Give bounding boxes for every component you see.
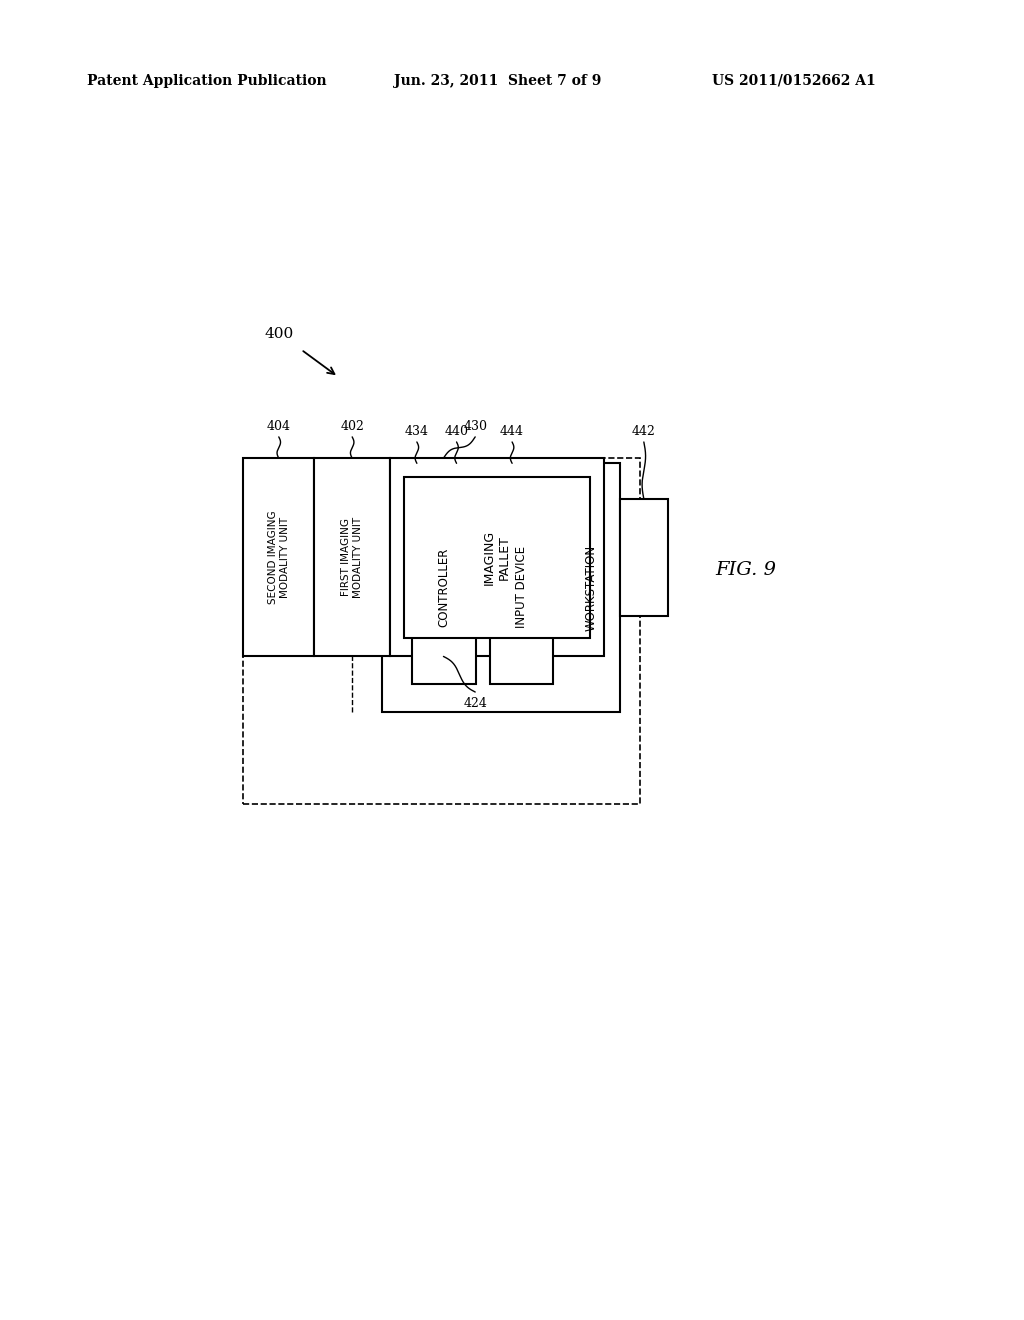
Text: Jun. 23, 2011  Sheet 7 of 9: Jun. 23, 2011 Sheet 7 of 9 [394,74,602,88]
Text: CONTROLLER: CONTROLLER [437,548,451,627]
Text: US 2011/0152662 A1: US 2011/0152662 A1 [712,74,876,88]
Bar [382,463,620,713]
Text: 444: 444 [500,425,524,438]
Bar [620,499,668,615]
Bar [404,477,590,638]
Text: 424: 424 [463,697,487,710]
Bar [489,491,553,684]
Text: IMAGING
PALLET: IMAGING PALLET [483,529,511,585]
Text: 400: 400 [264,327,294,342]
Text: Patent Application Publication: Patent Application Publication [87,74,327,88]
Bar [412,491,475,684]
Text: WORKSTATION: WORKSTATION [585,545,598,631]
Text: 440: 440 [444,425,469,438]
Bar [243,458,640,804]
Text: 442: 442 [632,425,655,438]
Text: FIRST IMAGING
MODALITY UNIT: FIRST IMAGING MODALITY UNIT [341,516,362,598]
Text: SECOND IMAGING
MODALITY UNIT: SECOND IMAGING MODALITY UNIT [268,511,290,605]
Text: 404: 404 [267,420,291,433]
Bar [314,458,390,656]
Text: FIG. 9: FIG. 9 [715,561,776,579]
Bar [390,458,604,656]
Text: 402: 402 [340,420,365,433]
Text: INPUT DEVICE: INPUT DEVICE [515,546,528,628]
Text: 434: 434 [404,425,429,438]
Bar [243,458,314,656]
Text: 430: 430 [463,420,487,433]
